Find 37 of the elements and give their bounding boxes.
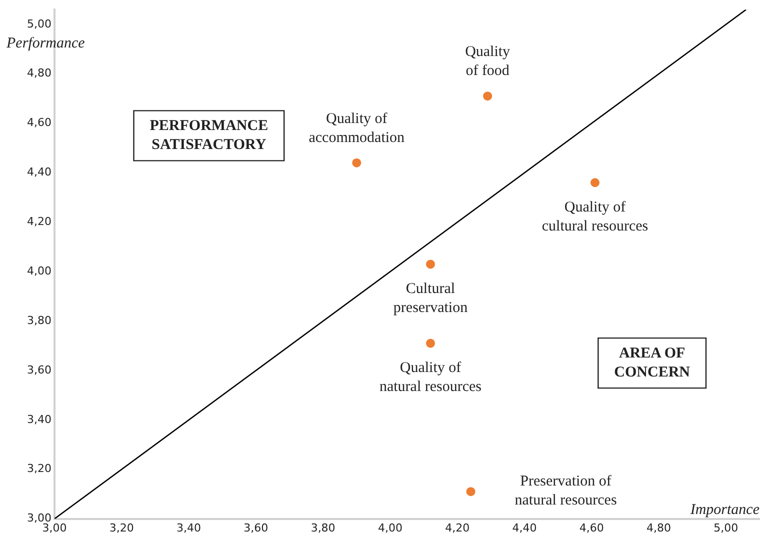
annotation: AREA OF CONCERN bbox=[614, 345, 690, 380]
point bbox=[466, 487, 476, 496]
annotation: Quality of accommodation bbox=[308, 110, 406, 146]
x-tick-label: 4,80 bbox=[646, 521, 672, 534]
y-tick-label: 3,80 bbox=[26, 314, 52, 327]
y-tick-label: 5,00 bbox=[26, 17, 52, 30]
x-tick-label: 3,60 bbox=[244, 521, 268, 534]
y-axis-title: Performance bbox=[5, 36, 86, 52]
x-tick-label: 3,80 bbox=[310, 521, 336, 534]
annotation: Cultural preservation bbox=[393, 281, 468, 316]
annotation: PERFORMANCE SATISFACTORY bbox=[150, 118, 268, 154]
y-tick-label: 4,60 bbox=[26, 116, 52, 130]
point bbox=[426, 338, 435, 348]
point bbox=[426, 260, 435, 269]
x-tick-label: 5,00 bbox=[714, 521, 738, 534]
y-tick-label: 3,60 bbox=[26, 363, 52, 376]
point bbox=[590, 178, 600, 188]
x-tick-label: 4,20 bbox=[445, 521, 470, 534]
annotation: Quality of food bbox=[465, 44, 511, 80]
x-tick-label: 3,00 bbox=[42, 521, 67, 534]
annotation: Preservation of natural resources bbox=[514, 474, 617, 509]
point bbox=[483, 92, 492, 101]
y-tick-label: 4,80 bbox=[26, 66, 52, 80]
point bbox=[352, 158, 362, 168]
x-tick-label: 3,40 bbox=[176, 521, 202, 534]
y-tick-label: 4,20 bbox=[26, 215, 52, 228]
y-tick-label: 4,40 bbox=[26, 166, 52, 179]
y-tick-label: 3,40 bbox=[26, 412, 52, 426]
annotation: Quality of cultural resources bbox=[542, 200, 648, 235]
x-tick-label: 3,20 bbox=[109, 521, 134, 534]
y-tick-label: 3,20 bbox=[26, 462, 52, 476]
y-tick-label: 4,00 bbox=[26, 264, 52, 278]
x-tick-label: 4,00 bbox=[378, 521, 402, 534]
annotation: Quality of natural resources bbox=[379, 360, 482, 396]
x-tick-label: 4,60 bbox=[579, 521, 604, 534]
x-axis-title: Importance bbox=[689, 502, 760, 518]
x-tick-label: 4,40 bbox=[512, 521, 537, 534]
